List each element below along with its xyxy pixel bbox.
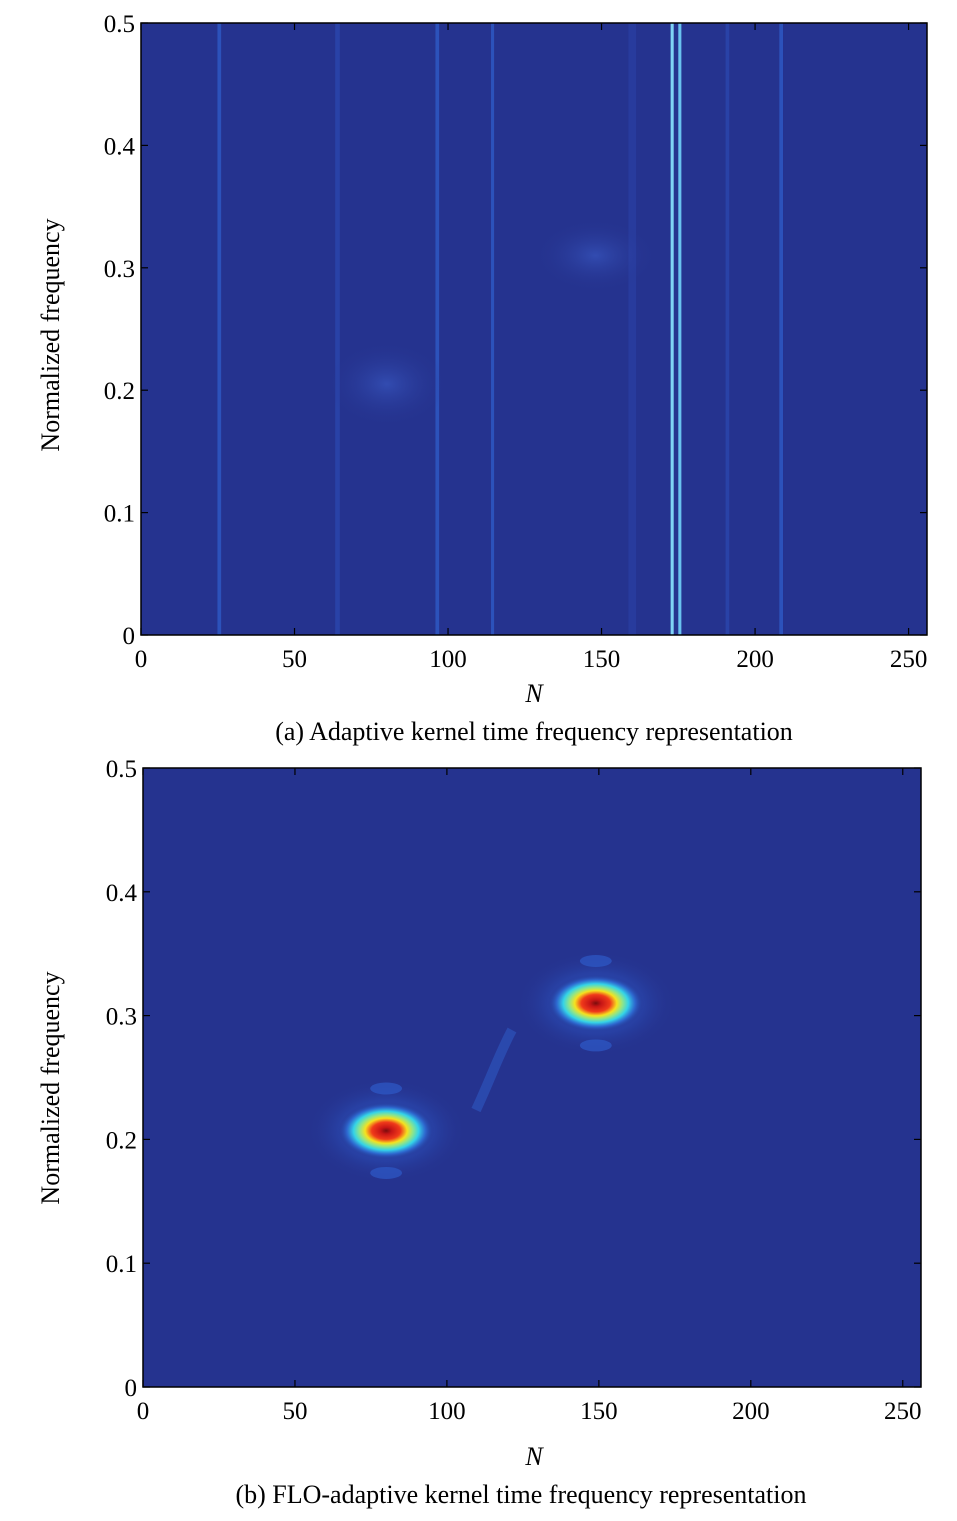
- y-tick-label-b-3: 0.3: [106, 1004, 137, 1031]
- heatmap-lines-a: [217, 23, 784, 635]
- heatmap-blob-a-0: [325, 341, 449, 427]
- y-tick-label-a-0: 0: [123, 623, 136, 650]
- y-axis-b: 0 0.1 0.2 0.3 0.4 0.5: [106, 756, 921, 1402]
- heatmap-line-a-1: [335, 23, 340, 635]
- y-tick-label-b-0: 0: [125, 1375, 138, 1402]
- caption-b: (b) FLO-adaptive kernel time frequency r…: [235, 1480, 806, 1509]
- heatmap-sidelobe-b-1-upper: [579, 955, 612, 967]
- x-tick-label-a-2: 100: [429, 646, 467, 673]
- y-axis-a: 0 0.1 0.2 0.3 0.4 0.5: [104, 11, 927, 650]
- y-tick-label-a-4: 0.4: [104, 133, 136, 160]
- plot-frame-a: [140, 22, 928, 636]
- plot-frame-b: [142, 767, 922, 1388]
- plot-area-a: [141, 23, 927, 635]
- y-tick-label-a-5: 0.5: [104, 11, 135, 38]
- panel-b: 0 50 100 150 200 250 0 0.1 0.2 0.3 0.4 0.5 N Norma…: [36, 756, 922, 1509]
- y-axis-label-a: Normalized frequency: [36, 218, 65, 451]
- x-tick-label-b-4: 200: [732, 1398, 770, 1425]
- heatmap-line-a-7: [725, 23, 730, 635]
- heatmap-background-a: [141, 23, 927, 635]
- x-axis-b: 0 50 100 150 200 250: [137, 768, 922, 1425]
- heatmap-blob-b-0: [338, 1102, 434, 1160]
- x-tick-label-b-1: 50: [282, 1398, 307, 1425]
- y-tick-label-b-2: 0.2: [106, 1127, 137, 1154]
- plot-area-b: [143, 768, 921, 1387]
- heatmap-line-a-5: [670, 23, 674, 635]
- x-axis-a: 0 50 100 150 200 250: [135, 23, 928, 673]
- y-tick-label-a-1: 0.1: [104, 501, 135, 528]
- y-tick-label-a-3: 0.3: [104, 256, 135, 283]
- x-tick-label-b-5: 250: [884, 1398, 922, 1425]
- caption-a: (a) Adaptive kernel time frequency repre…: [275, 717, 793, 746]
- heatmap-blob-a-1: [534, 218, 657, 293]
- x-tick-label-b-2: 100: [428, 1398, 466, 1425]
- x-tick-label-a-1: 50: [282, 646, 307, 673]
- heatmap-line-a-3: [491, 23, 495, 635]
- heatmap-line-a-8: [779, 23, 784, 635]
- x-tick-label-b-3: 150: [580, 1398, 618, 1425]
- y-tick-label-b-4: 0.4: [106, 880, 138, 907]
- x-tick-label-a-5: 250: [890, 646, 928, 673]
- heatmap-sidelobe-b-1-lower: [579, 1039, 612, 1052]
- x-axis-label-b: N: [524, 1442, 544, 1471]
- heatmap-blobs-a: [325, 218, 657, 427]
- heatmap-sidelobe-b-0-upper: [370, 1082, 403, 1095]
- heatmap-line-a-4: [628, 23, 637, 635]
- y-tick-label-a-2: 0.2: [104, 378, 135, 405]
- heatmap-line-a-6: [678, 23, 682, 635]
- ridge-connector-b: [471, 1027, 517, 1113]
- heatmap-line-a-2: [435, 23, 440, 635]
- x-tick-label-a-0: 0: [135, 646, 148, 673]
- heatmap-background-b: [143, 768, 921, 1387]
- heatmap-line-a-0: [217, 23, 222, 635]
- heatmap-blob-b-1: [547, 974, 644, 1032]
- x-tick-label-a-4: 200: [736, 646, 774, 673]
- panel-a: 0 50 100 150 200 250 0 0.1 0.2 0.3 0.4 0.5 N Norma…: [36, 11, 928, 746]
- heatmap-sidelobe-b-0-lower: [370, 1166, 403, 1179]
- x-tick-label-b-0: 0: [137, 1398, 150, 1425]
- heatmap-blobs-b: [306, 951, 676, 1183]
- y-tick-label-b-5: 0.5: [106, 756, 137, 783]
- x-tick-label-a-3: 150: [583, 646, 621, 673]
- x-axis-label-a: N: [524, 679, 544, 708]
- y-tick-label-b-1: 0.1: [106, 1251, 137, 1278]
- y-axis-label-b: Normalized frequency: [36, 971, 65, 1204]
